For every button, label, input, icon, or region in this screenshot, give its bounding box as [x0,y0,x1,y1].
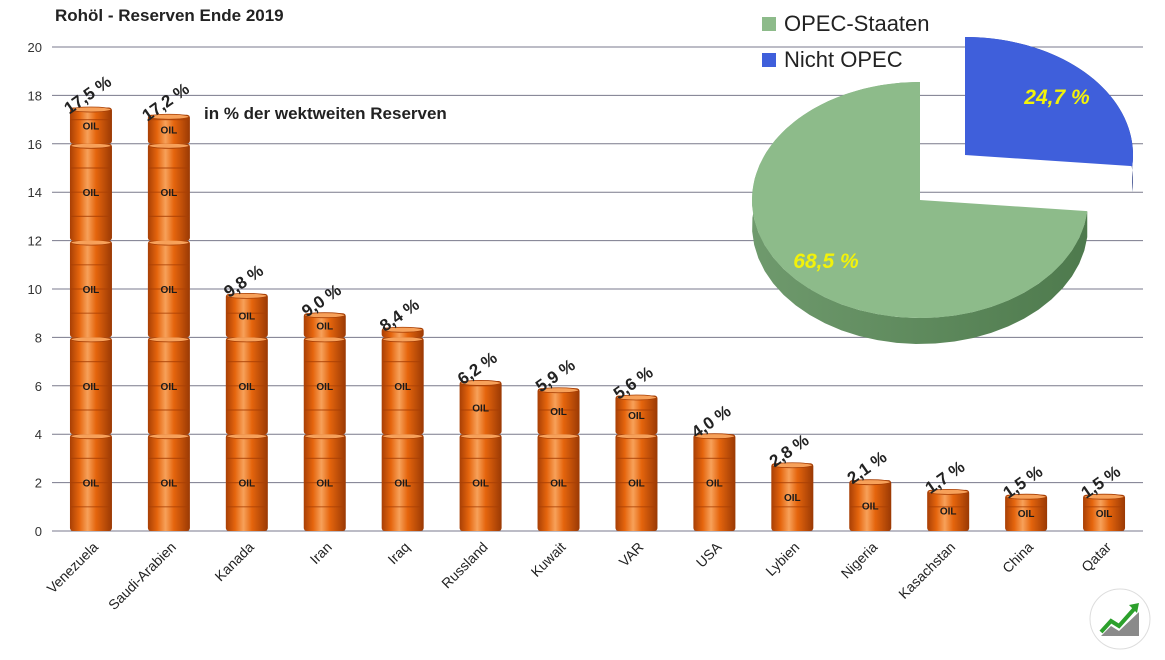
pie-slice-opec [752,82,1088,344]
oil-label: OIL [316,479,333,490]
legend-label-opec: OPEC-Staaten [784,11,930,36]
oil-label: OIL [550,407,567,418]
y-tick-label: 16 [28,137,42,152]
oil-label: OIL [1018,509,1035,520]
x-tick-label: Iran [306,539,334,567]
bar-usa: OIL [693,433,736,531]
oil-label: OIL [238,479,255,490]
opec-pie-chart: 68,5 % 24,7 % [752,37,1134,344]
y-tick-label: 2 [35,476,42,491]
oil-label: OIL [161,125,178,136]
oil-label: OIL [83,285,100,296]
bar-iran: OIL OIL OIL [303,312,346,531]
oil-label: OIL [550,479,567,490]
bar-var: OIL OIL [615,394,658,531]
chart-title: Rohöl - Reserven Ende 2019 [55,6,284,25]
x-tick-label: Saudi-Arabien [105,539,179,613]
bar-qatar: OIL [1083,493,1126,531]
pie-label-non-opec: 24,7 % [1023,86,1090,109]
y-axis: 0 2 4 6 8 10 12 14 16 18 20 [28,40,42,539]
x-tick-label: China [999,539,1036,576]
oil-label: OIL [238,382,255,393]
oil-label: OIL [706,479,723,490]
bar-venezuela: OIL OIL OIL OIL OIL [69,106,112,531]
y-tick-label: 8 [35,330,42,345]
x-tick-label: Kanada [211,539,257,585]
x-tick-label: USA [693,538,725,570]
oil-label: OIL [940,506,957,517]
oil-label: OIL [628,479,645,490]
oil-label: OIL [161,285,178,296]
oil-label: OIL [394,382,411,393]
oil-label: OIL [161,188,178,199]
bar-kuwait: OIL OIL [537,387,580,531]
x-tick-label: Qatar [1078,539,1114,575]
oil-label: OIL [83,122,100,133]
trend-logo-icon [1089,588,1151,650]
legend-swatch-opec [762,17,776,31]
y-tick-label: 10 [28,282,42,297]
y-tick-label: 6 [35,379,42,394]
y-tick-label: 20 [28,40,42,55]
oil-label: OIL [394,479,411,490]
y-tick-label: 18 [28,88,42,103]
oil-label: OIL [628,411,645,422]
x-tick-label: Russland [438,539,491,592]
oil-label: OIL [161,479,178,490]
x-tick-label: Kuwait [528,539,569,580]
chart-annotation: in % der wektweiten Reserven [204,104,447,123]
bar-russland: OIL OIL [459,380,502,531]
x-tick-label: Nigeria [838,539,881,582]
y-tick-label: 0 [35,524,42,539]
oil-label: OIL [316,321,333,332]
oil-label: OIL [784,493,801,504]
oil-label: OIL [472,479,489,490]
pie-label-opec: 68,5 % [793,250,859,273]
y-tick-label: 12 [28,234,42,249]
x-tick-label: VAR [616,539,647,570]
legend-item-opec: OPEC-Staaten [762,6,930,42]
bar-saudi-arabien: OIL OIL OIL OIL OIL [147,113,190,531]
pie-legend: OPEC-Staaten Nicht OPEC [762,6,930,78]
oil-label: OIL [862,502,879,513]
legend-swatch-non-opec [762,53,776,67]
y-tick-label: 14 [28,185,42,200]
x-tick-label: Iraq [384,539,412,567]
oil-label: OIL [472,404,489,415]
bar-nigeria: OIL [849,479,892,531]
oil-label: OIL [316,382,333,393]
bar-iraq: OIL OIL [381,326,424,531]
oil-label: OIL [83,382,100,393]
x-tick-label: Lybien [762,539,802,579]
oil-label: OIL [238,312,255,323]
y-tick-label: 4 [35,427,42,442]
legend-label-non-opec: Nicht OPEC [784,47,903,72]
bar-lybien: OIL [771,462,814,531]
bar-china: OIL [1005,493,1048,531]
bar-kasachstan: OIL [927,488,970,531]
pie-slice-non-opec [965,37,1134,193]
oil-label: OIL [83,479,100,490]
legend-item-non-opec: Nicht OPEC [762,42,930,78]
x-tick-label: Venezuela [44,539,102,597]
oil-label: OIL [83,188,100,199]
x-axis: Venezuela Saudi-Arabien Kanada Iran Iraq Russ… [44,538,1115,613]
oil-label: OIL [1096,509,1113,520]
bar-kanada: OIL OIL OIL [225,292,268,531]
x-tick-label: Kasachstan [895,539,958,602]
oil-label: OIL [161,382,178,393]
